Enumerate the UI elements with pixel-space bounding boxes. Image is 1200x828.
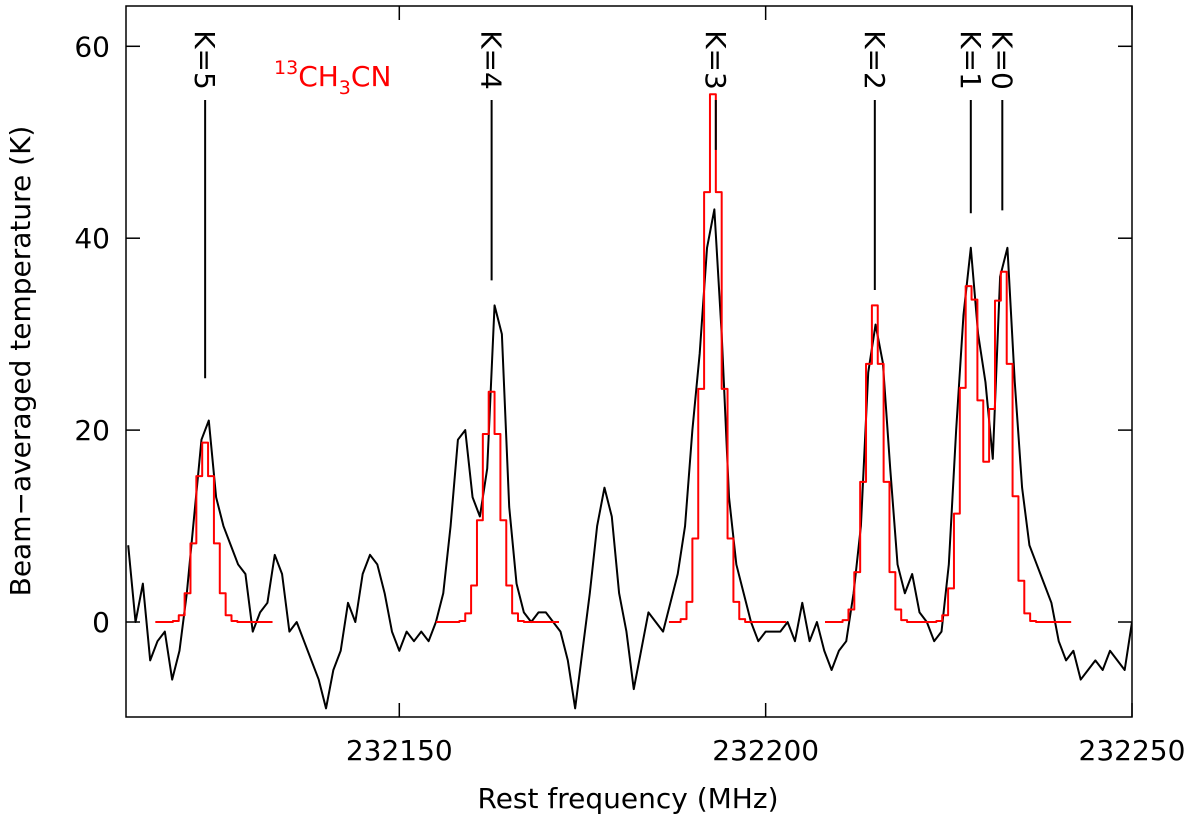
line-label: K=5	[188, 30, 221, 90]
y-tick-label: 20	[74, 414, 110, 447]
plot-frame	[125, 5, 1133, 718]
line-label: K=0	[985, 30, 1018, 90]
spectrum-line	[155, 93, 1072, 624]
species-text: CN	[351, 60, 392, 93]
plot-area	[127, 93, 1132, 710]
spectrum-line	[127, 208, 1132, 710]
line-label: K=4	[475, 30, 508, 90]
y-tick-label: 60	[74, 30, 110, 63]
x-tick-label: 232250	[1079, 734, 1186, 767]
y-tick-label: 40	[74, 222, 110, 255]
x-axis-label: Rest frequency (MHz)	[478, 782, 779, 815]
species-sub: 3	[339, 77, 351, 99]
x-tick-label: 232200	[712, 734, 819, 767]
line-label: K=3	[699, 30, 732, 90]
line-label: K=1	[954, 30, 987, 90]
line-label: K=2	[858, 30, 891, 90]
y-axis-label: Beam−averaged temperature (K)	[4, 126, 37, 597]
species-label: 13CH3CN	[274, 57, 391, 99]
x-tick-label: 232150	[346, 734, 453, 767]
species-text: CH	[298, 60, 339, 93]
y-tick-label: 0	[92, 606, 110, 639]
species-sup: 13	[274, 57, 298, 79]
